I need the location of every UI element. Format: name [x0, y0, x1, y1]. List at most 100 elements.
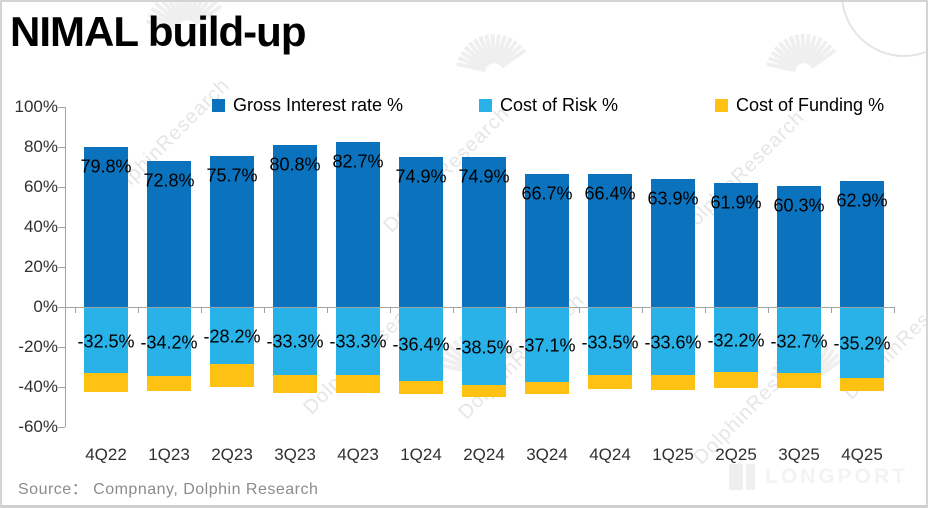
x-tick-label-1Q23: 1Q23 — [148, 445, 190, 464]
legend-swatch-icon — [715, 98, 728, 112]
legend-item-label: Cost of Funding % — [736, 94, 885, 115]
data-label-gross-1Q23: 72.8% — [143, 170, 195, 191]
x-axis-tick — [263, 307, 265, 313]
data-label-gross-3Q23: 80.8% — [269, 154, 321, 175]
x-tick-label-3Q23: 3Q23 — [274, 445, 316, 464]
bar-segment-gross-interest-3Q25 — [777, 186, 821, 307]
data-label-gross-2Q24: 74.9% — [458, 166, 510, 187]
bar-segment-gross-interest-4Q23 — [336, 141, 380, 307]
x-axis-tick — [767, 307, 769, 313]
logo-block — [746, 464, 755, 490]
bar-segment-cost-of-risk-4Q22 — [84, 308, 128, 373]
y-tick-label: 40% — [23, 217, 58, 236]
y-tick-label: 0% — [33, 297, 58, 316]
x-axis-tick — [578, 307, 580, 313]
bar-segment-gross-interest-2Q23 — [210, 155, 254, 307]
data-label-gross-4Q22: 79.8% — [80, 156, 132, 177]
data-label-risk-1Q24: -36.4% — [392, 334, 450, 355]
source-note: Source： Compnany, Dolphin Research — [18, 481, 319, 498]
data-label-risk-2Q25: -32.2% — [707, 330, 765, 351]
bar-segment-gross-interest-1Q24 — [399, 157, 443, 307]
y-tick-label: -60% — [18, 417, 58, 436]
data-label-risk-3Q23: -33.3% — [266, 331, 324, 352]
data-label-risk-4Q23: -33.3% — [329, 331, 387, 352]
x-tick-label-3Q25: 3Q25 — [778, 445, 820, 464]
bar-segment-gross-interest-4Q22 — [84, 147, 128, 307]
y-axis-line — [65, 107, 66, 427]
chart-title: NIMAL build-up — [10, 8, 306, 55]
x-axis-tick — [704, 307, 706, 313]
bar-segment-cost-of-funding-3Q25 — [777, 373, 821, 389]
bar-segment-cost-of-funding-2Q24 — [462, 385, 506, 397]
legend-item-cost-of-funding: Cost of Funding % — [715, 94, 885, 115]
y-axis-tick — [58, 187, 65, 188]
bar-segment-cost-of-funding-2Q23 — [210, 364, 254, 387]
x-axis-tick — [74, 307, 76, 313]
x-axis-tick — [641, 307, 643, 313]
bar-segment-gross-interest-1Q25 — [651, 179, 695, 307]
bar-segment-cost-of-funding-3Q23 — [273, 374, 317, 394]
y-axis-tick — [58, 227, 65, 228]
bar-segment-cost-of-funding-3Q24 — [525, 382, 569, 395]
logo-block — [729, 464, 743, 490]
legend-item-label: Gross Interest rate % — [233, 94, 404, 115]
data-label-risk-4Q24: -33.5% — [581, 332, 639, 352]
y-axis-tick — [58, 347, 65, 348]
data-label-gross-4Q23: 82.7% — [332, 151, 384, 172]
legend-swatch-icon — [212, 98, 225, 112]
y-tick-label: 80% — [23, 137, 58, 156]
x-axis-tick — [389, 307, 391, 313]
data-label-gross-3Q25: 60.3% — [773, 195, 825, 216]
data-label-gross-4Q24: 66.4% — [584, 183, 636, 204]
longport-logo-icon — [729, 464, 755, 490]
legend-item-label: Cost of Risk % — [500, 94, 619, 115]
x-tick-label-4Q22: 4Q22 — [85, 445, 127, 464]
x-axis-tick — [893, 307, 895, 313]
data-label-gross-1Q25: 63.9% — [647, 188, 699, 209]
bar-segment-gross-interest-1Q23 — [147, 161, 191, 307]
legend-swatch-icon — [479, 98, 492, 112]
bar-segment-cost-of-risk-1Q23 — [147, 308, 191, 377]
bar-segment-cost-of-risk-2Q23 — [210, 308, 254, 365]
bar-segment-cost-of-funding-2Q25 — [714, 372, 758, 389]
longport-logo: LONGPORT — [729, 464, 908, 490]
y-axis-tick — [58, 307, 65, 308]
bar-segment-cost-of-funding-1Q24 — [399, 380, 443, 394]
legend-item-cost-of-risk: Cost of Risk % — [479, 94, 619, 115]
bar-segment-gross-interest-3Q23 — [273, 145, 317, 307]
data-label-gross-3Q24: 66.7% — [521, 183, 573, 204]
bar-segment-cost-of-funding-4Q23 — [336, 374, 380, 394]
bar-segment-cost-of-risk-3Q23 — [273, 308, 317, 375]
bar-segment-cost-of-funding-4Q22 — [84, 373, 128, 392]
y-axis-tick — [58, 267, 65, 268]
x-tick-label-4Q24: 4Q24 — [589, 445, 631, 464]
data-label-gross-2Q25: 61.9% — [710, 192, 762, 213]
data-label-risk-3Q24: -37.1% — [518, 335, 576, 356]
legend-item-gross-interest: Gross Interest rate % — [212, 94, 404, 115]
bar-segment-cost-of-risk-4Q25 — [840, 308, 884, 379]
y-axis-tick — [58, 147, 65, 148]
y-tick-label: 20% — [23, 257, 58, 276]
bar-segment-gross-interest-4Q24 — [588, 174, 632, 307]
x-axis-tick — [326, 307, 328, 313]
data-label-risk-1Q25: -33.6% — [644, 332, 702, 353]
bar-segment-cost-of-funding-4Q24 — [588, 375, 632, 390]
y-tick-label: -40% — [18, 377, 58, 396]
bar-segment-cost-of-risk-3Q24 — [525, 308, 569, 383]
bar-segment-gross-interest-2Q25 — [714, 183, 758, 307]
data-label-risk-2Q23: -28.2% — [203, 326, 261, 347]
x-tick-label-2Q24: 2Q24 — [463, 445, 505, 464]
bar-segment-cost-of-risk-2Q25 — [714, 308, 758, 373]
x-tick-label-4Q23: 4Q23 — [337, 445, 379, 464]
x-tick-label-4Q25: 4Q25 — [841, 445, 883, 464]
bar-segment-gross-interest-2Q24 — [462, 157, 506, 307]
data-label-risk-4Q25: -35.2% — [833, 333, 891, 354]
data-label-risk-1Q23: -34.2% — [140, 332, 198, 353]
x-tick-label-3Q24: 3Q24 — [526, 445, 568, 464]
x-tick-label-2Q23: 2Q23 — [211, 445, 253, 464]
x-axis-tick — [200, 307, 202, 313]
bar-segment-gross-interest-4Q25 — [840, 181, 884, 307]
y-axis-tick — [58, 427, 65, 428]
bar-segment-cost-of-risk-1Q24 — [399, 308, 443, 381]
